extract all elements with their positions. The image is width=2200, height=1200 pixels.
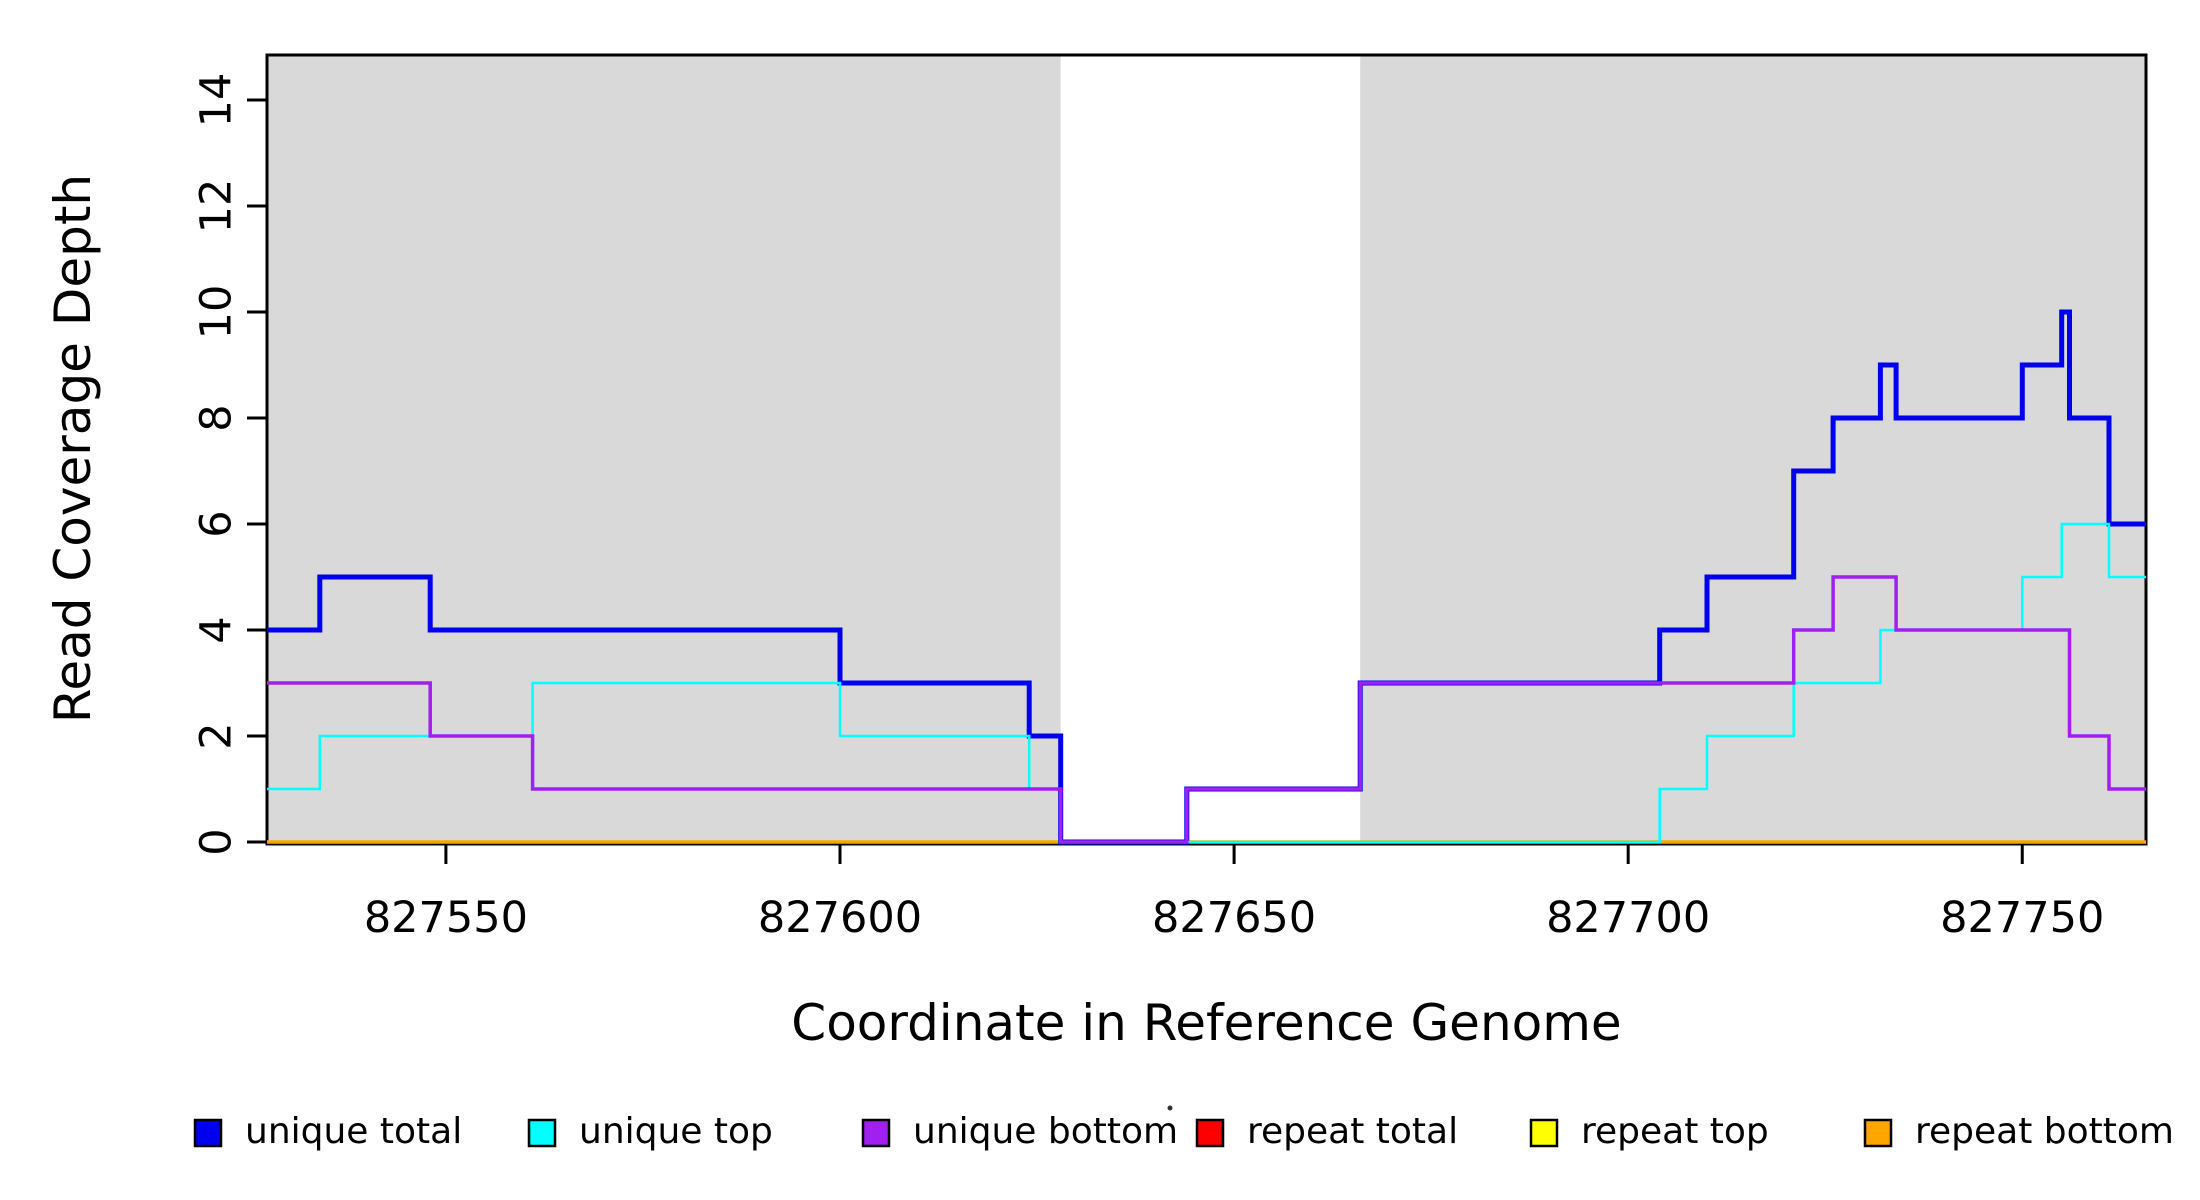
legend-label: unique top	[579, 1111, 773, 1152]
x-tick-label: 827650	[1152, 893, 1316, 943]
x-tick-label: 827700	[1546, 893, 1710, 943]
legend-swatch-repeat-top	[1529, 1118, 1559, 1148]
series-unique-total	[267, 309, 2146, 845]
shaded-region-1	[267, 56, 1061, 843]
x-tick-label: 827750	[1940, 893, 2104, 943]
plot-box	[265, 53, 2148, 846]
x-tick-label: 827600	[758, 893, 922, 943]
y-tick-label: 0	[192, 828, 242, 855]
y-tick-label: 8	[192, 404, 242, 431]
legend-swatch-repeat-bottom	[1863, 1118, 1893, 1148]
y-axis-title: Read Coverage Depth	[44, 174, 102, 723]
y-tick-label: 12	[192, 179, 242, 234]
legend-label: repeat top	[1581, 1111, 1769, 1152]
y-tick-label: 10	[192, 285, 242, 340]
legend-label: unique bottom	[913, 1111, 1178, 1152]
y-tick-label: 14	[192, 73, 242, 128]
legend-label: repeat bottom	[1915, 1111, 2174, 1152]
y-tick-label: 4	[192, 616, 242, 643]
series-unique-bottom	[267, 575, 2146, 844]
legend-swatch-unique-total	[193, 1118, 223, 1148]
series-unique-top	[267, 522, 2146, 844]
legend-label: repeat total	[1247, 1111, 1458, 1152]
legend-label: unique total	[245, 1111, 462, 1152]
stray-dot	[1167, 1105, 1173, 1111]
y-tick-label: 2	[192, 722, 242, 749]
legend-swatch-unique-top	[527, 1118, 557, 1148]
shaded-region-2	[1360, 56, 2146, 843]
x-tick-label: 827550	[364, 893, 528, 943]
x-axis-title: Coordinate in Reference Genome	[791, 994, 1621, 1052]
y-tick-label: 6	[192, 510, 242, 537]
legend-swatch-repeat-total	[1195, 1118, 1225, 1148]
legend-swatch-unique-bottom	[861, 1118, 891, 1148]
